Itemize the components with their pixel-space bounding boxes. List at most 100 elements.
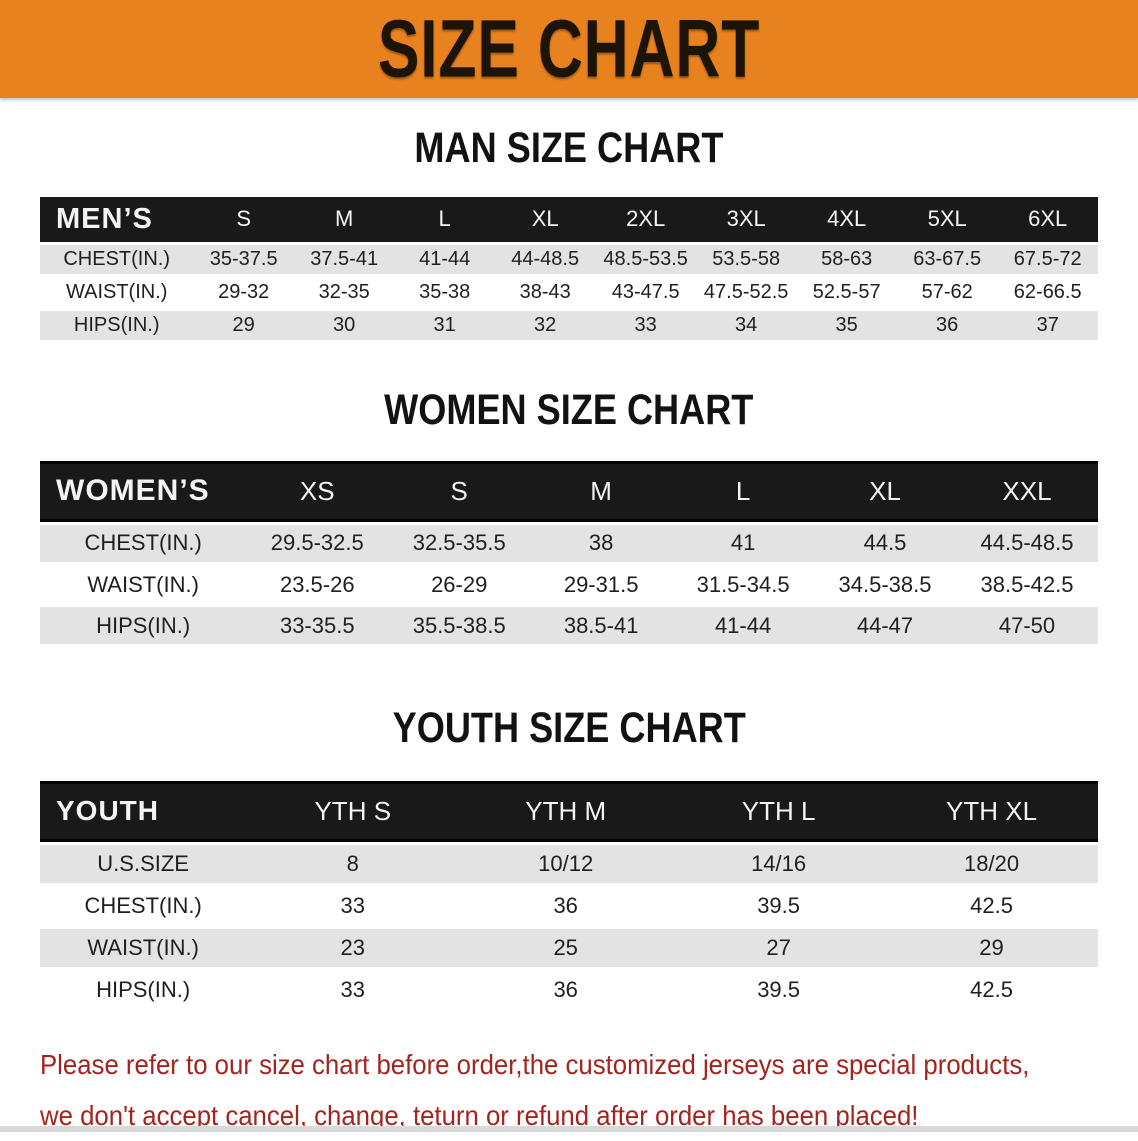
size-value-cell: 63-67.5 — [896, 243, 998, 278]
size-value-cell: 38.5-41 — [530, 605, 673, 648]
size-value-cell: 33 — [595, 309, 696, 344]
size-column-header: L — [672, 461, 815, 525]
size-value-cell: 23.5-26 — [246, 564, 389, 607]
size-value-cell: 44-47 — [814, 605, 956, 648]
size-value-cell: 38 — [530, 523, 673, 566]
size-column-header: M — [293, 197, 395, 245]
size-value-cell: 29-32 — [193, 276, 294, 311]
size-column-header: YTH XL — [885, 781, 1098, 845]
size-column-header: XL — [494, 197, 596, 245]
size-value-cell: 35-38 — [394, 276, 495, 311]
size-column-header: 5XL — [896, 197, 998, 245]
disclaimer-line-1: Please refer to our size chart before or… — [40, 1049, 1030, 1080]
size-value-cell: 35-37.5 — [193, 243, 294, 278]
size-value-cell: 32.5-35.5 — [388, 523, 531, 566]
size-value-cell: 33-35.5 — [246, 605, 389, 648]
size-value-cell: 18/20 — [885, 843, 1098, 887]
size-value-cell: 29-31.5 — [530, 564, 673, 607]
size-value-cell: 41-44 — [672, 605, 815, 648]
size-value-cell: 31 — [394, 309, 495, 344]
women-section-title: WOMEN SIZE CHART — [0, 344, 1138, 435]
size-value-cell: 38.5-42.5 — [955, 564, 1098, 607]
size-column-header: YTH M — [459, 781, 673, 845]
row-label: CHEST(IN.) — [40, 885, 247, 929]
row-label: WAIST(IN.) — [40, 276, 194, 311]
size-column-header: M — [530, 461, 673, 525]
size-value-cell: 47.5-52.5 — [695, 276, 797, 311]
youth-size-table: YOUTH YTH S YTH M YTH L YTH XL U.S.SIZE 8 10/12… — [40, 781, 1098, 1013]
size-value-cell: 32 — [494, 309, 596, 344]
size-value-cell: 8 — [246, 843, 460, 887]
size-value-cell: 39.5 — [672, 885, 886, 929]
size-value-cell: 48.5-53.5 — [595, 243, 696, 278]
size-value-cell: 52.5-57 — [796, 276, 897, 311]
size-value-cell: 57-62 — [896, 276, 998, 311]
size-value-cell: 41 — [672, 523, 815, 566]
disclaimer-line-2: we don't accept cancel, change, teturn o… — [40, 1100, 919, 1131]
table-row: CHEST(IN.) 33 36 39.5 42.5 — [40, 885, 1098, 929]
size-value-cell: 37.5-41 — [293, 243, 395, 278]
size-value-cell: 58-63 — [796, 243, 897, 278]
size-value-cell: 44.5-48.5 — [955, 523, 1098, 566]
size-column-header: S — [388, 461, 531, 525]
table-row: CHEST(IN.) 35-37.5 37.5-41 41-44 44-48.5 48.5… — [40, 243, 1098, 278]
size-value-cell: 37 — [997, 309, 1098, 344]
row-label: U.S.SIZE — [40, 843, 247, 887]
size-value-cell: 43-47.5 — [595, 276, 696, 311]
table-row: HIPS(IN.) 33-35.5 35.5-38.5 38.5-41 41-44 44-… — [40, 605, 1098, 648]
row-label: HIPS(IN.) — [40, 605, 247, 648]
size-value-cell: 33 — [246, 885, 460, 929]
size-value-cell: 44.5 — [814, 523, 956, 566]
size-value-cell: 42.5 — [885, 885, 1098, 929]
size-value-cell: 25 — [459, 927, 673, 971]
table-header-label: WOMEN’S — [40, 461, 247, 525]
size-value-cell: 38-43 — [494, 276, 596, 311]
size-column-header: YTH S — [246, 781, 460, 845]
table-row: CHEST(IN.) 29.5-32.5 32.5-35.5 38 41 44.5 44.5… — [40, 523, 1098, 566]
row-label: CHEST(IN.) — [40, 243, 194, 278]
size-value-cell: 39.5 — [672, 969, 886, 1013]
size-value-cell: 27 — [672, 927, 886, 971]
table-header-label: MEN’S — [40, 197, 194, 245]
size-value-cell: 36 — [896, 309, 998, 344]
size-value-cell: 26-29 — [388, 564, 531, 607]
size-value-cell: 30 — [293, 309, 395, 344]
youth-section-title: YOUTH SIZE CHART — [0, 648, 1138, 753]
size-value-cell: 47-50 — [955, 605, 1098, 648]
size-column-header: XL — [814, 461, 956, 525]
size-value-cell: 10/12 — [459, 843, 673, 887]
table-row: HIPS(IN.) 29 30 31 32 33 34 35 36 37 — [40, 309, 1098, 344]
banner-title: SIZE CHART — [377, 3, 761, 94]
mens-size-table: MEN’S S M L XL 2XL 3XL 4XL 5XL 6XL CHEST(IN.) 35-37… — [40, 197, 1098, 344]
row-label: HIPS(IN.) — [40, 969, 247, 1013]
size-value-cell: 36 — [459, 885, 673, 929]
size-value-cell: 29 — [193, 309, 294, 344]
bottom-edge-strip — [0, 1126, 1138, 1132]
size-value-cell: 29.5-32.5 — [246, 523, 389, 566]
size-column-header: 2XL — [595, 197, 696, 245]
size-column-header: 6XL — [997, 197, 1098, 245]
size-value-cell: 32-35 — [293, 276, 395, 311]
size-column-header: XS — [246, 461, 389, 525]
size-value-cell: 35 — [796, 309, 897, 344]
size-value-cell: 41-44 — [394, 243, 495, 278]
size-value-cell: 62-66.5 — [997, 276, 1098, 311]
table-row: WAIST(IN.) 23 25 27 29 — [40, 927, 1098, 971]
size-chart-banner: SIZE CHART — [0, 0, 1138, 98]
row-label: WAIST(IN.) — [40, 564, 247, 607]
size-column-header: 4XL — [796, 197, 897, 245]
table-row: WAIST(IN.) 29-32 32-35 35-38 38-43 43-47.5 47.… — [40, 276, 1098, 311]
size-value-cell: 34.5-38.5 — [814, 564, 956, 607]
size-value-cell: 42.5 — [885, 969, 1098, 1013]
size-value-cell: 44-48.5 — [494, 243, 596, 278]
size-value-cell: 53.5-58 — [695, 243, 797, 278]
womens-size-table: WOMEN’S XS S M L XL XXL CHEST(IN.) 29.5-32.5 32.5… — [40, 461, 1098, 648]
size-value-cell: 31.5-34.5 — [672, 564, 815, 607]
size-column-header: XXL — [955, 461, 1098, 525]
size-column-header: L — [394, 197, 495, 245]
row-label: CHEST(IN.) — [40, 523, 247, 566]
table-row: HIPS(IN.) 33 36 39.5 42.5 — [40, 969, 1098, 1013]
size-value-cell: 34 — [695, 309, 797, 344]
row-label: HIPS(IN.) — [40, 309, 194, 344]
row-label: WAIST(IN.) — [40, 927, 247, 971]
